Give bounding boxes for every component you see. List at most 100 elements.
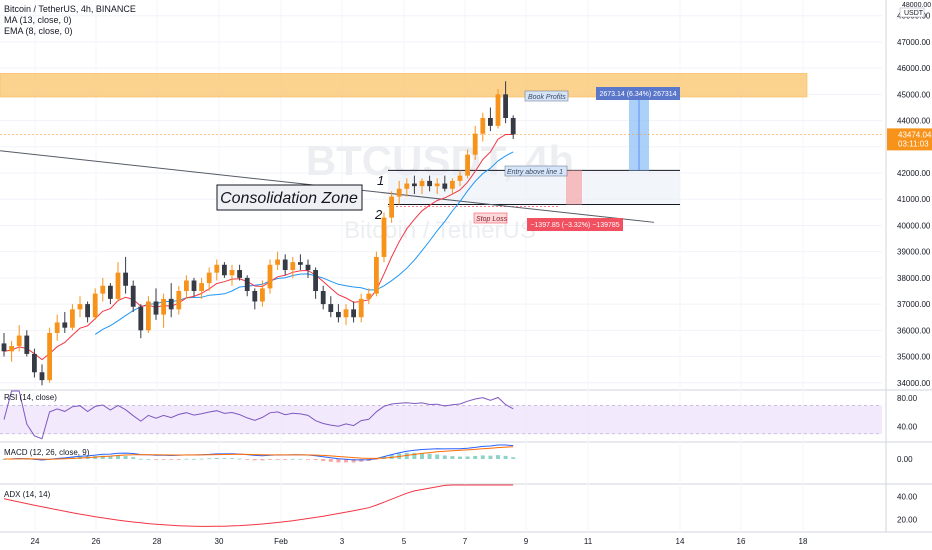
candle-body: [488, 117, 493, 126]
price-tick: 38000.00: [897, 274, 931, 283]
time-tick: Feb: [274, 537, 288, 546]
price-tick: 34000.00: [897, 379, 931, 388]
macd-histogram-bar: [465, 456, 470, 459]
candle-body: [457, 175, 463, 181]
rsi-tick: 80.00: [897, 394, 918, 403]
macd-histogram-bar: [169, 459, 174, 460]
macd-histogram-bar: [351, 459, 356, 463]
rsi-line: [3, 390, 514, 440]
macd-histogram-bar: [260, 459, 265, 461]
price-tick: 41000.00: [897, 195, 931, 204]
profit-label: 2673.14 (6.34%) 267314: [599, 91, 676, 98]
macd-histogram-bar: [427, 453, 432, 459]
axes[interactable]: 48000.00 47000.00 46000.00 45000.00 44000.00…: [31, 2, 932, 546]
candle-body: [336, 311, 341, 318]
line-2-label: 2: [374, 207, 383, 222]
macd-histogram-bar: [442, 455, 447, 459]
macd-histogram-bar: [458, 456, 462, 459]
time-tick: 18: [799, 537, 808, 546]
macd-histogram-bar: [328, 459, 333, 462]
rsi-label[interactable]: RSI (14, close): [4, 393, 57, 402]
currency-box: [899, 7, 925, 18]
symbol-title[interactable]: Bitcoin / TetherUS, 4h, BINANCE: [4, 4, 136, 14]
time-tick: 28: [153, 537, 162, 546]
macd-histogram-bar: [435, 454, 440, 459]
consolidation-label: Consolidation Zone: [220, 190, 358, 207]
candle-body: [77, 304, 83, 310]
stop-bar: [566, 170, 582, 205]
price-tick: 37000.00: [897, 300, 931, 309]
candle-body: [39, 372, 45, 381]
adx-label[interactable]: ADX (14, 14): [4, 490, 51, 499]
macd-histogram-bar: [488, 455, 493, 459]
macd-histogram-bar: [511, 457, 516, 459]
candles[interactable]: [1, 81, 516, 386]
ma-legend[interactable]: MA (13, close, 0): [4, 15, 72, 25]
profit-label-box: [596, 87, 680, 100]
ema-legend[interactable]: EMA (8, close, 0): [4, 26, 73, 36]
candle-body: [130, 285, 136, 307]
macd-histogram-bar: [176, 459, 181, 460]
adx-line: [3, 484, 514, 527]
time-tick: 3: [340, 537, 345, 546]
time-tick: 26: [92, 537, 101, 546]
candle-body: [381, 217, 387, 257]
annotation-labels[interactable]: Consolidation Zone 1 2 Book Profits Entry ab…: [216, 87, 680, 231]
candle-body: [237, 270, 242, 278]
candle-body: [260, 288, 265, 302]
macd-histogram-bar: [214, 457, 219, 459]
macd-histogram-bar: [450, 456, 455, 459]
candle-body: [229, 270, 235, 276]
macd-histogram-bar: [192, 458, 196, 460]
macd-histogram-bar: [108, 456, 113, 459]
macd-histogram-bar: [268, 459, 272, 460]
chart-legend[interactable]: Bitcoin / TetherUS, 4h, BINANCE MA (13, …: [4, 4, 136, 37]
macd-line: [3, 444, 514, 461]
candle-body: [123, 272, 128, 286]
macd-histogram-bar: [298, 458, 303, 460]
macd-histogram-bar: [100, 455, 105, 459]
candle-body: [16, 335, 22, 347]
candle-body: [138, 306, 144, 331]
loss-label-box: [527, 218, 623, 231]
price-tick: 42000.00: [897, 169, 931, 178]
candle-body: [290, 262, 296, 271]
line-1-label: 1: [377, 173, 384, 188]
macd-histogram-bar: [283, 459, 288, 460]
candle-body: [313, 270, 318, 291]
candle-body: [184, 280, 189, 291]
time-tick: 14: [676, 537, 685, 546]
candle-body: [328, 304, 334, 312]
macd-histogram-bar: [389, 454, 394, 459]
time-tick: 9: [524, 537, 529, 546]
macd-histogram-bar: [131, 457, 136, 459]
candle-body: [351, 309, 356, 318]
candle-body: [108, 285, 113, 299]
candle-body: [24, 335, 30, 354]
candle-body: [153, 301, 159, 315]
adx-tick: 40.00: [897, 493, 918, 502]
candle-body: [54, 322, 60, 333]
book-profits-box: [524, 90, 569, 102]
macd-histogram-bar: [496, 455, 500, 459]
macd-label[interactable]: MACD (12, 26, close, 9): [4, 448, 90, 457]
macd-histogram-bar: [412, 452, 417, 459]
macd-histogram-bar: [199, 458, 204, 460]
candle-body: [115, 272, 121, 299]
price-tick: 35000.00: [897, 353, 931, 362]
macd-histogram-bar: [480, 455, 485, 459]
stop-loss-label: Stop Loss: [476, 216, 508, 223]
pane-backgrounds: [0, 0, 932, 533]
indicator-panes[interactable]: 80.00 40.00 0.00 40.00 20.00: [0, 390, 918, 527]
candle-body: [146, 301, 151, 331]
time-tick: 24: [31, 537, 40, 546]
macd-histogram-bar: [290, 458, 295, 460]
candle-body: [404, 183, 410, 189]
candle-body: [465, 154, 470, 176]
price-tick: 46000.00: [897, 64, 931, 73]
candle-body: [320, 291, 326, 305]
candle-body: [222, 264, 227, 276]
book-profits-zone: [0, 73, 808, 98]
candle-body: [100, 285, 106, 294]
